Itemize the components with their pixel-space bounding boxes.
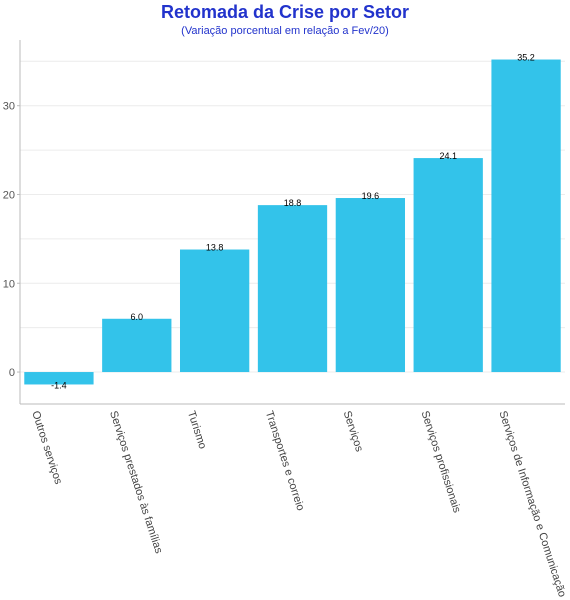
chart-subtitle: (Variação porcentual em relação a Fev/20… (181, 25, 389, 37)
y-tick-label: 20 (3, 189, 15, 201)
bar (24, 372, 94, 385)
axis-layer: 0 10 20 30 (3, 40, 565, 405)
x-tick-label: Serviços profissionais (419, 409, 463, 514)
y-tick-label: 30 (3, 101, 15, 113)
x-tick-label: Serviços prestados às famílias (107, 409, 165, 555)
bar (491, 59, 561, 373)
data-label: 13.8 (206, 243, 224, 253)
chart-title: Retomada da Crise por Setor (160, 2, 410, 22)
x-tick-label: Outros serviços (29, 409, 64, 486)
x-tick-label: Transportes e correio (263, 409, 307, 512)
bar (413, 158, 483, 373)
data-label: 19.6 (362, 191, 380, 201)
data-label: 6.0 (131, 312, 144, 322)
data-label: 35.2 (517, 53, 535, 63)
bar (179, 249, 250, 373)
data-label: -1.4 (51, 380, 67, 390)
y-tick-label: 10 (3, 278, 15, 290)
data-label: 24.1 (439, 151, 457, 161)
x-tick-label: Serviços de Informação e Comunicação (496, 409, 568, 598)
bar-layer (24, 59, 561, 385)
bar (335, 198, 406, 373)
bar (257, 205, 328, 373)
data-label: 18.8 (284, 198, 302, 208)
y-tick-label: 0 (9, 367, 15, 379)
bar (102, 318, 172, 373)
x-tick-label: Serviços (341, 409, 366, 453)
x-tick-label: Turismo (185, 409, 209, 450)
